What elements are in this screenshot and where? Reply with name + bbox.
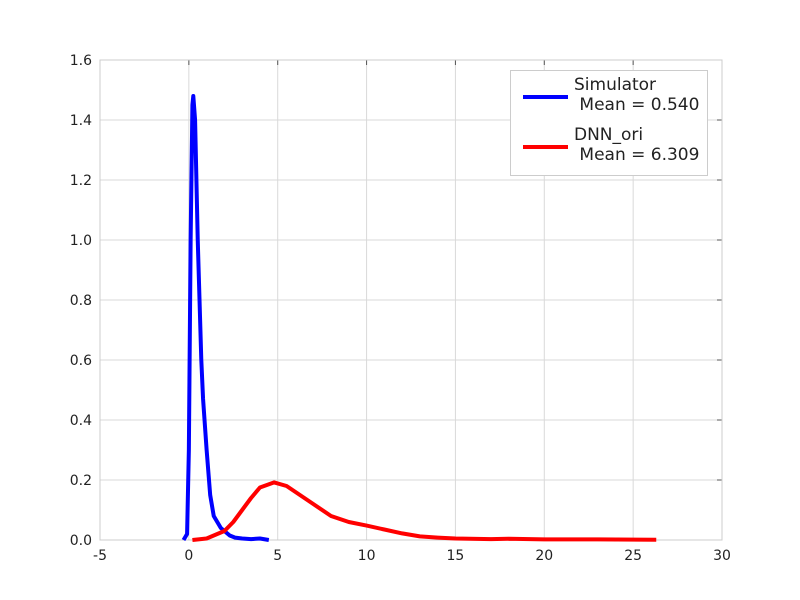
y-tick-label: 0.6 [70, 353, 92, 369]
x-tick-label: 30 [713, 548, 731, 564]
series-line [192, 480, 657, 542]
x-tick-label: -5 [93, 548, 107, 564]
series-line [181, 94, 270, 542]
y-tick-label: 0.8 [70, 293, 92, 309]
y-tick-label: 1.2 [70, 173, 92, 189]
legend-entry: Simulator Mean = 0.540 [511, 71, 709, 121]
y-tick-label: 1.0 [70, 233, 92, 249]
x-tick-label: 10 [358, 548, 376, 564]
x-tick-label: 20 [535, 548, 553, 564]
x-tick-label: 5 [273, 548, 282, 564]
plot-frame [99, 59, 723, 541]
x-tick-label: 25 [624, 548, 642, 564]
x-tick-label: 15 [447, 548, 465, 564]
y-tick-label: 0.2 [70, 473, 92, 489]
y-tick-label: 0.4 [70, 413, 92, 429]
legend: Simulator Mean = 0.540 DNN_ori Mean = 6.3… [510, 70, 708, 176]
legend-swatch [523, 95, 568, 99]
x-tick-label: 0 [184, 548, 193, 564]
legend-label: DNN_ori Mean = 6.309 [574, 125, 700, 165]
legend-label: Simulator Mean = 0.540 [574, 75, 700, 115]
y-tick-label: 0.0 [70, 533, 92, 549]
y-tick-label: 1.4 [70, 113, 92, 129]
y-tick-label: 1.6 [70, 53, 92, 69]
legend-entry: DNN_ori Mean = 6.309 [511, 121, 709, 171]
legend-swatch [523, 145, 568, 149]
